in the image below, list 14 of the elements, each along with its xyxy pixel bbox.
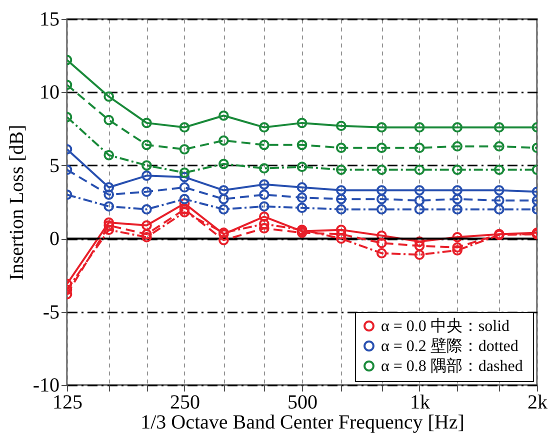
x-tick-label: 1k bbox=[410, 392, 430, 414]
x-axis-title: 1/3 Octave Band Center Frequency [Hz] bbox=[140, 412, 464, 434]
y-axis-title: Insertion Loss [dB] bbox=[6, 124, 28, 280]
y-tick-label: -5 bbox=[42, 301, 60, 324]
legend-label: α = 0.2 壁際：dotted bbox=[381, 337, 518, 355]
y-tick-label: 10 bbox=[40, 82, 60, 104]
legend-label: α = 0.0 中央：solid bbox=[381, 317, 510, 335]
x-tick-label: 250 bbox=[170, 392, 200, 414]
y-tick-label: 15 bbox=[40, 8, 60, 30]
legend-label: α = 0.8 隅部：dashed bbox=[381, 357, 523, 375]
x-tick-label: 2k bbox=[528, 392, 548, 414]
y-tick-label: 0 bbox=[50, 228, 60, 250]
x-tick-label: 500 bbox=[288, 392, 318, 414]
y-tick-label: 5 bbox=[50, 154, 60, 177]
